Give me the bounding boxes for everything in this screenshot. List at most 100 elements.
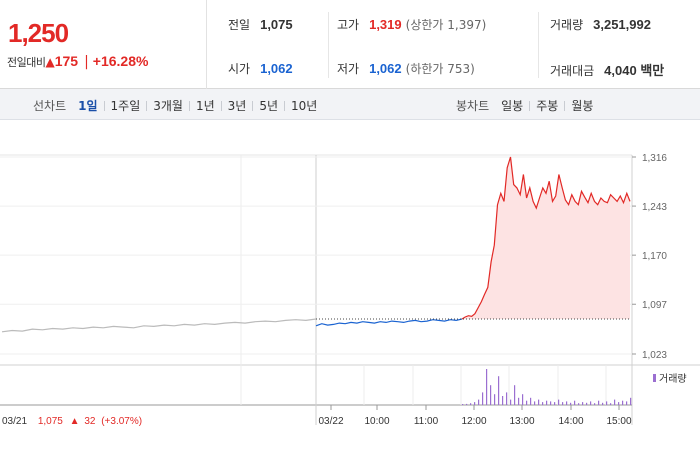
stat-value: 1,062 xyxy=(260,61,293,76)
volume-bar xyxy=(570,402,572,405)
volume-bar xyxy=(534,401,536,405)
volume-bar xyxy=(502,396,504,405)
volume-bar xyxy=(590,401,592,405)
x-tick-label: 13:00 xyxy=(509,416,534,427)
x-tick-label: 12:00 xyxy=(461,416,486,427)
tab-10year[interactable]: 10년 xyxy=(291,99,318,113)
tab-weekly-candle[interactable]: 주봉 xyxy=(536,99,559,113)
stat-value: 1,075 xyxy=(260,17,293,32)
volume-bar xyxy=(598,400,600,405)
price-line-today_below_ref xyxy=(315,318,463,327)
tab-5year[interactable]: 5년 xyxy=(259,99,279,113)
volume-bar xyxy=(558,399,560,405)
prev-day-close: 1,075 xyxy=(38,416,63,427)
divider xyxy=(564,101,566,111)
price-line-today_above_ref xyxy=(461,156,631,320)
prev-day-rate: (+3.07%) xyxy=(101,416,142,427)
volume-bar xyxy=(566,401,568,405)
stat-volume: 거래량 3,251,992 xyxy=(550,16,651,33)
stat-label: 전일 xyxy=(228,18,251,32)
divider xyxy=(284,101,286,111)
candle-chart-tabs: 봉차트 일봉 주봉 월봉 xyxy=(456,97,593,114)
volume-bar xyxy=(630,397,632,405)
price-line-prev_day xyxy=(1,318,317,333)
volume-bar xyxy=(518,397,520,405)
volume-bar xyxy=(622,400,624,405)
stat-value: 1,319 xyxy=(369,17,402,32)
volume-bar xyxy=(626,401,628,405)
period-tab-bar: 선차트 1일 1주일 3개월 1년 3년 5년 10년 봉차트 일봉 주봉 월봉 xyxy=(0,89,700,120)
y-tick-label: 1,170 xyxy=(642,251,667,262)
volume-bar xyxy=(466,403,468,405)
divider: | xyxy=(84,54,89,70)
volume-bar xyxy=(522,394,524,405)
line-chart-label: 선차트 xyxy=(33,99,67,113)
x-tick-label: 15:00 xyxy=(606,416,631,427)
volume-bar xyxy=(594,403,596,405)
divider xyxy=(538,12,539,78)
volume-bar xyxy=(494,394,496,405)
upper-limit: (상한가 1,397) xyxy=(405,18,487,32)
stat-label: 거래대금 xyxy=(550,64,595,78)
change-label: 전일대비 xyxy=(7,56,46,69)
volume-bar xyxy=(530,397,532,405)
intraday-price-chart: 1,316 1,243 1,170 1,097 1,023 03/22 10:00 11:0… xyxy=(0,153,700,427)
volume-bar xyxy=(562,402,564,405)
volume-bar xyxy=(578,403,580,405)
y-tick-label: 1,023 xyxy=(642,350,667,361)
tab-3month[interactable]: 3개월 xyxy=(153,99,183,113)
stat-label: 고가 xyxy=(337,18,360,32)
volume-bar xyxy=(610,403,612,405)
divider xyxy=(103,101,105,111)
stat-low: 저가 1,062 (하한가 753) xyxy=(337,60,475,77)
tab-3year[interactable]: 3년 xyxy=(227,99,247,113)
change-value: 175 xyxy=(54,53,79,69)
stat-value: 3,251,992 xyxy=(593,17,651,32)
stat-prev-close: 전일 1,075 xyxy=(228,16,293,33)
change-row: 전일대비▲175 | +16.28% xyxy=(7,53,148,70)
tab-1year[interactable]: 1년 xyxy=(195,99,215,113)
volume-bar xyxy=(470,403,472,405)
divider xyxy=(188,101,190,111)
stat-value: 4,040 백만 xyxy=(604,63,665,78)
volume-bar xyxy=(554,402,556,405)
volume-legend-swatch xyxy=(653,374,656,382)
lower-limit: (하한가 753) xyxy=(405,62,475,76)
divider xyxy=(328,12,329,78)
divider xyxy=(146,101,148,111)
up-arrow-icon: ▲ xyxy=(45,55,55,69)
volume-bar xyxy=(514,385,516,405)
stat-label: 거래량 xyxy=(550,18,584,32)
stat-high: 고가 1,319 (상한가 1,397) xyxy=(337,16,486,33)
prev-day-change: 32 xyxy=(84,416,96,427)
tab-daily-candle[interactable]: 일봉 xyxy=(501,99,524,113)
stat-label: 시가 xyxy=(228,62,251,76)
volume-bar xyxy=(538,399,540,405)
up-arrow-icon: ▲ xyxy=(70,416,80,427)
line-chart-tabs: 선차트 1일 1주일 3개월 1년 3년 5년 10년 xyxy=(33,97,317,114)
volume-bar xyxy=(542,402,544,405)
tab-1day[interactable]: 1일 xyxy=(78,99,98,113)
price-summary: 1,250 전일대비▲175 | +16.28% 전일 1,075 시가 1,062 고… xyxy=(0,0,700,89)
stat-amount: 거래대금 4,040 백만 xyxy=(550,60,664,79)
price-box: 1,250 전일대비▲175 | +16.28% xyxy=(0,0,207,89)
change-rate: +16.28% xyxy=(92,53,149,69)
candle-chart-label: 봉차트 xyxy=(456,99,490,113)
prev-day-date: 03/21 xyxy=(2,416,27,427)
x-tick-label: 14:00 xyxy=(558,416,583,427)
tab-1week[interactable]: 1주일 xyxy=(110,99,141,113)
stat-label: 저가 xyxy=(337,62,360,76)
volume-bar xyxy=(618,402,620,405)
volume-bar xyxy=(478,399,480,405)
stat-value: 1,062 xyxy=(369,61,402,76)
current-price: 1,250 xyxy=(8,18,69,48)
tab-monthly-candle[interactable]: 월봉 xyxy=(571,99,594,113)
volume-bar xyxy=(606,401,608,405)
volume-bar xyxy=(546,400,548,405)
divider xyxy=(252,101,254,111)
volume-bar xyxy=(586,402,588,405)
volume-bar xyxy=(482,392,484,405)
volume-bar xyxy=(486,369,488,405)
volume-bar xyxy=(490,385,492,405)
